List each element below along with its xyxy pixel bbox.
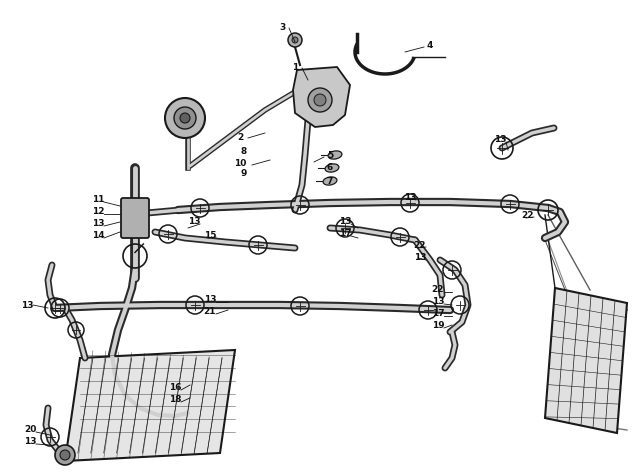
Text: 13: 13: [339, 218, 351, 227]
Text: 18: 18: [169, 396, 181, 405]
Text: 13: 13: [432, 297, 445, 306]
Text: 12: 12: [92, 208, 104, 217]
Polygon shape: [545, 288, 627, 433]
Circle shape: [180, 113, 190, 123]
Polygon shape: [293, 67, 350, 127]
Text: 9: 9: [241, 170, 247, 179]
Text: 10: 10: [234, 159, 246, 168]
Text: 13: 13: [24, 437, 36, 446]
Text: 17: 17: [339, 229, 351, 238]
Text: 22: 22: [414, 240, 426, 249]
Circle shape: [55, 445, 75, 465]
Circle shape: [165, 98, 205, 138]
Text: 20: 20: [24, 426, 36, 435]
Text: 1: 1: [292, 64, 298, 73]
Text: 11: 11: [92, 196, 104, 205]
Text: 22: 22: [522, 210, 534, 219]
Text: 5: 5: [327, 151, 333, 160]
Text: 16: 16: [169, 383, 181, 392]
Text: 13: 13: [494, 135, 506, 144]
Text: 6: 6: [327, 163, 333, 172]
Ellipse shape: [328, 151, 342, 159]
Text: 13: 13: [92, 219, 104, 228]
Text: 17: 17: [432, 310, 445, 319]
Text: 8: 8: [241, 148, 247, 156]
Text: 2: 2: [237, 133, 243, 142]
Text: 13: 13: [404, 193, 416, 202]
Text: 3: 3: [280, 23, 286, 32]
Circle shape: [292, 37, 298, 43]
Circle shape: [314, 94, 326, 106]
Circle shape: [60, 450, 70, 460]
Ellipse shape: [325, 164, 339, 172]
Text: 4: 4: [427, 40, 433, 49]
Text: 14: 14: [92, 231, 104, 240]
Text: 13: 13: [21, 301, 33, 310]
Ellipse shape: [323, 177, 337, 185]
Text: 22: 22: [432, 285, 445, 294]
Polygon shape: [65, 350, 235, 461]
Circle shape: [174, 107, 196, 129]
Circle shape: [288, 33, 302, 47]
Text: 19: 19: [432, 322, 445, 331]
FancyBboxPatch shape: [121, 198, 149, 238]
Text: 21: 21: [204, 307, 216, 316]
Text: 15: 15: [204, 230, 216, 239]
Text: 13: 13: [204, 295, 216, 304]
Circle shape: [308, 88, 332, 112]
Text: 13: 13: [414, 254, 426, 263]
Text: 13: 13: [188, 218, 200, 227]
Text: 7: 7: [327, 177, 333, 186]
